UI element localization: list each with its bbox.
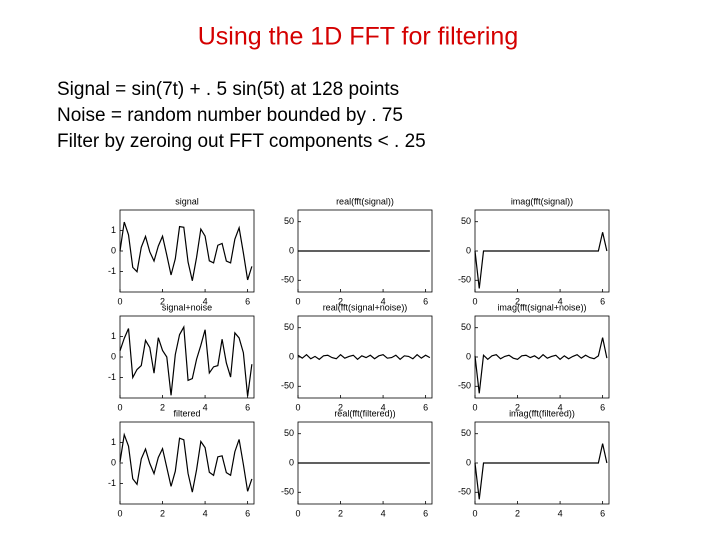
x-tick-label: 0: [295, 296, 300, 306]
y-tick-label: 50: [461, 428, 471, 438]
x-tick-label: 0: [295, 402, 300, 412]
text-line: Filter by zeroing out FFT components < .…: [57, 131, 426, 152]
x-tick-label: 4: [203, 508, 208, 518]
y-tick-label: -1: [108, 372, 116, 382]
x-tick-label: 0: [117, 296, 122, 306]
x-tick-label: 2: [160, 508, 165, 518]
plot-frame: [119, 315, 255, 399]
x-tick-label: 4: [558, 508, 563, 518]
y-tick-label: 0: [111, 351, 116, 361]
y-tick-label: 1: [111, 437, 116, 447]
x-tick-label: 0: [472, 402, 477, 412]
y-tick-label: 1: [111, 225, 116, 235]
y-tick-label: -1: [108, 478, 116, 488]
x-tick-label: 2: [515, 402, 520, 412]
chart-title: real(fft(signal+noise)): [323, 302, 408, 312]
y-tick-label: -50: [281, 275, 294, 285]
x-tick-label: 4: [558, 296, 563, 306]
y-tick-label: -50: [458, 487, 471, 497]
chart-title: signal+noise: [162, 302, 212, 312]
y-tick-label: 0: [289, 245, 294, 255]
x-tick-label: 6: [600, 402, 605, 412]
text-line: Signal = sin(7t) + . 5 sin(5t) at 128 po…: [57, 79, 399, 100]
data-line: [119, 432, 253, 493]
x-tick-label: 4: [381, 296, 386, 306]
y-tick-label: 0: [111, 457, 116, 467]
x-tick-label: 4: [381, 508, 386, 518]
x-tick-label: 6: [600, 296, 605, 306]
y-tick-label: 50: [461, 322, 471, 332]
y-tick-label: -50: [458, 275, 471, 285]
x-tick-label: 0: [117, 508, 122, 518]
chart-title: imag(fft(filtered)): [509, 408, 575, 418]
data-line: [474, 232, 608, 289]
chart-title: real(fft(filtered)): [334, 408, 395, 418]
y-tick-label: 50: [284, 322, 294, 332]
x-tick-label: 0: [295, 508, 300, 518]
x-tick-label: 4: [381, 402, 386, 412]
y-tick-label: 0: [111, 245, 116, 255]
y-tick-label: -50: [281, 381, 294, 391]
y-tick-label: 0: [466, 245, 471, 255]
x-tick-label: 6: [600, 508, 605, 518]
chart-title: real(fft(signal)): [336, 196, 394, 206]
x-tick-label: 6: [423, 508, 428, 518]
data-line: [474, 443, 608, 500]
y-tick-label: 0: [289, 457, 294, 467]
data-line: [297, 353, 431, 361]
x-tick-label: 2: [160, 296, 165, 306]
y-tick-label: 1: [111, 331, 116, 341]
data-line: [119, 325, 253, 397]
chart-title: filtered: [173, 408, 200, 418]
y-tick-label: -50: [458, 381, 471, 391]
y-tick-label: 0: [466, 351, 471, 361]
x-tick-label: 0: [472, 296, 477, 306]
x-tick-label: 6: [245, 296, 250, 306]
y-tick-label: -50: [281, 487, 294, 497]
x-tick-label: 2: [160, 402, 165, 412]
x-tick-label: 2: [338, 402, 343, 412]
data-line: [474, 337, 608, 394]
x-tick-label: 2: [338, 296, 343, 306]
x-tick-label: 6: [245, 402, 250, 412]
x-tick-label: 0: [117, 402, 122, 412]
x-tick-label: 6: [423, 296, 428, 306]
text-line: Noise = random number bounded by . 75: [57, 105, 403, 126]
x-tick-label: 6: [423, 402, 428, 412]
y-tick-label: 50: [284, 428, 294, 438]
y-tick-label: 50: [284, 216, 294, 226]
x-tick-label: 4: [558, 402, 563, 412]
x-tick-label: 2: [515, 296, 520, 306]
chart-title: imag(fft(signal+noise)): [497, 302, 586, 312]
y-tick-label: -1: [108, 266, 116, 276]
x-tick-label: 2: [515, 508, 520, 518]
x-tick-label: 4: [203, 296, 208, 306]
x-tick-label: 6: [245, 508, 250, 518]
slide-title: Using the 1D FFT for filtering: [198, 23, 518, 51]
y-tick-label: 0: [466, 457, 471, 467]
x-tick-label: 2: [338, 508, 343, 518]
chart-title: imag(fft(signal)): [511, 196, 573, 206]
chart-title: signal: [175, 196, 199, 206]
x-tick-label: 4: [203, 402, 208, 412]
x-tick-label: 0: [472, 508, 477, 518]
y-tick-label: 50: [461, 216, 471, 226]
data-line: [119, 221, 253, 281]
y-tick-label: 0: [289, 351, 294, 361]
